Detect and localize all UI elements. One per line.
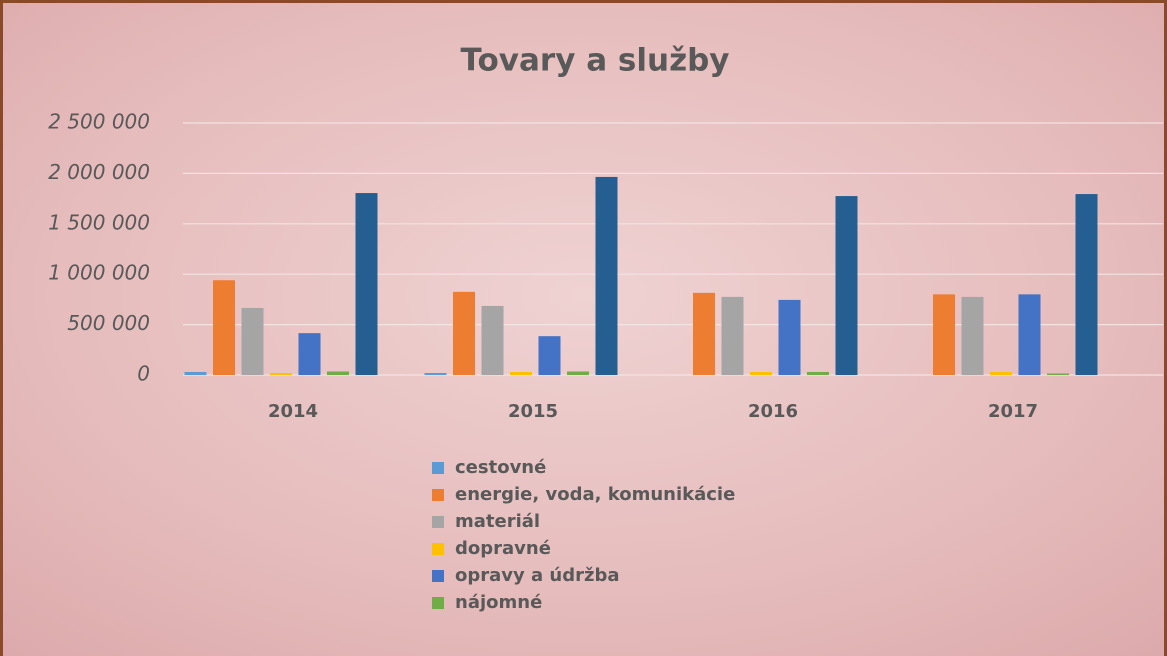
y-tick-label: 500 000 xyxy=(67,311,150,335)
legend-swatch xyxy=(432,597,444,609)
bar xyxy=(213,280,235,375)
bar xyxy=(835,196,858,375)
legend-label: materiál xyxy=(455,511,540,532)
bar xyxy=(595,176,618,375)
bar xyxy=(270,372,292,375)
legend-label: cestovné xyxy=(455,457,546,478)
bar xyxy=(807,371,829,375)
bar xyxy=(1075,194,1098,375)
bar xyxy=(453,291,475,375)
legend-swatch xyxy=(432,462,444,474)
bar xyxy=(481,305,504,375)
bar xyxy=(184,371,207,375)
bar xyxy=(510,371,532,375)
legend-label: dopravné xyxy=(455,538,551,559)
bar xyxy=(298,333,321,375)
bar xyxy=(355,193,378,375)
chart-title: Tovary a služby xyxy=(460,43,729,79)
x-tick-label: 2015 xyxy=(508,401,558,422)
bar xyxy=(1047,373,1069,375)
bar xyxy=(778,299,801,375)
legend-label: energie, voda, komunikácie xyxy=(455,484,735,505)
bar xyxy=(424,372,447,375)
bar xyxy=(721,296,744,375)
y-tick-label: 0 xyxy=(137,362,150,386)
x-tick-label: 2017 xyxy=(988,401,1038,422)
legend-swatch xyxy=(432,516,444,528)
legend-label: opravy a údržba xyxy=(455,565,620,586)
bar xyxy=(567,371,589,375)
y-tick-label: 1 000 000 xyxy=(48,261,150,285)
legend-label: nájomné xyxy=(455,592,542,613)
y-tick-label: 1 500 000 xyxy=(48,210,150,234)
bar xyxy=(750,371,772,375)
bar xyxy=(693,292,715,375)
y-tick-label: 2 000 000 xyxy=(48,160,150,184)
legend-swatch xyxy=(432,489,444,501)
bar xyxy=(961,296,984,375)
x-tick-label: 2016 xyxy=(748,401,798,422)
legend-swatch xyxy=(432,570,444,582)
x-tick-label: 2014 xyxy=(268,401,318,422)
bar xyxy=(538,336,561,375)
bar xyxy=(241,307,264,375)
legend-swatch xyxy=(432,543,444,555)
bar xyxy=(933,294,955,375)
bar xyxy=(1018,294,1041,375)
y-tick-label: 2 500 000 xyxy=(48,110,150,134)
bar xyxy=(990,371,1012,375)
bar xyxy=(327,371,349,375)
